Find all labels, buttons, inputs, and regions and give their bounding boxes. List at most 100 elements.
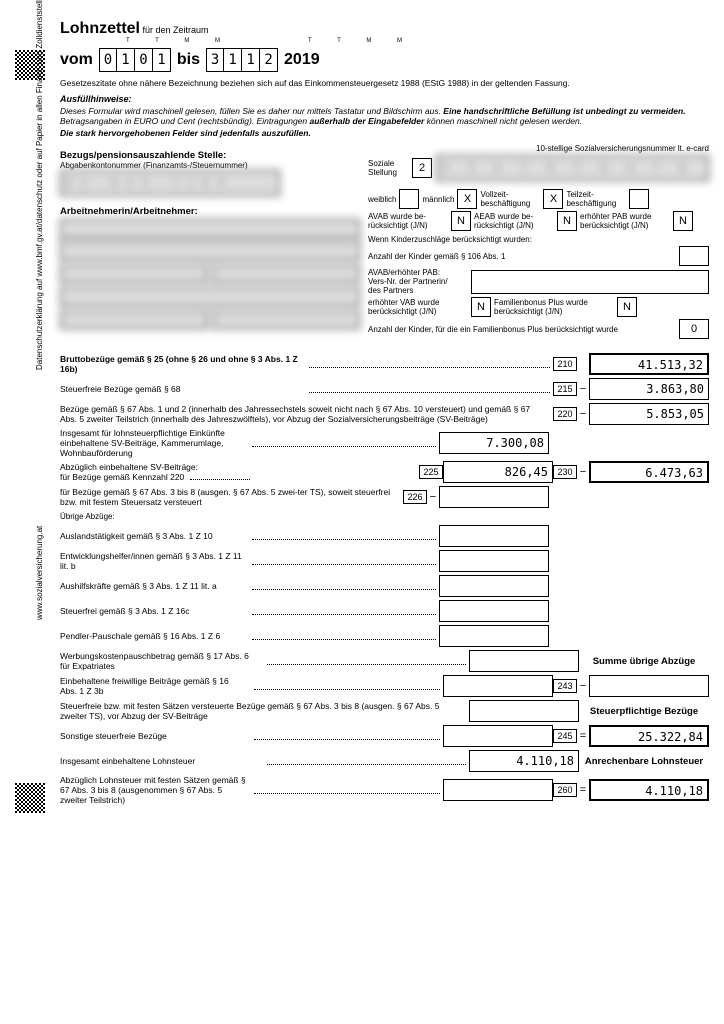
chk-weiblich[interactable] [399, 189, 419, 209]
lbl-260: Abzüglich Lohnsteuer mit festen Sätzen g… [60, 775, 251, 805]
employee-title: Arbeitnehmerin/Arbeitnehmer: [60, 206, 360, 217]
to-d4[interactable]: 2 [260, 48, 278, 72]
code-215: 215 [553, 382, 577, 396]
emp-name[interactable] [60, 219, 360, 239]
chk-avab[interactable]: N [451, 211, 471, 231]
val-215[interactable]: 3.863,80 [589, 378, 709, 400]
row-243: Einbehaltene freiwillige Beiträge gemäß … [60, 675, 709, 697]
mid-260[interactable] [443, 779, 553, 801]
hint-1b: Eine handschriftliche Befüllung ist unbe… [443, 106, 685, 116]
from-d4[interactable]: 1 [153, 48, 171, 72]
fam-kinder-lbl: Anzahl der Kinder, für die ein Familienb… [368, 325, 676, 334]
lbl-aushilf: Aushilfskräfte gemäß § 3 Abs. 1 Z 11 lit… [60, 581, 249, 591]
emp-f2[interactable] [212, 311, 360, 329]
op-230: − [577, 466, 589, 478]
op-220: − [577, 408, 589, 420]
from-d1[interactable]: 0 [99, 48, 117, 72]
val-243[interactable] [589, 675, 709, 697]
val-aushilf[interactable] [439, 575, 549, 597]
hint-1c: Betragsangaben in EURO und Cent (rechtsb… [60, 116, 310, 126]
row-werbung: Werbungskostenpauschbetrag gemäß § 17 Ab… [60, 650, 709, 672]
val-pendler[interactable] [439, 625, 549, 647]
code-260: 260 [553, 783, 577, 797]
lbl-245: Sonstige steuerfreie Bezüge [60, 731, 251, 741]
kinder-title: Wenn Kinderzuschläge berücksichtigt wurd… [368, 235, 709, 244]
hints-title: Ausfüllhinweise: [60, 94, 709, 104]
emp-addr2[interactable] [60, 287, 360, 307]
mid-243[interactable] [443, 675, 553, 697]
chk-pab[interactable]: N [673, 211, 693, 231]
row-245: Sonstige steuerfreie Bezüge 245 = 25.322… [60, 725, 709, 747]
fam-kinder[interactable]: 0 [679, 319, 709, 339]
from-d2[interactable]: 1 [117, 48, 135, 72]
to-d2[interactable]: 1 [224, 48, 242, 72]
emp-plz[interactable] [60, 265, 208, 283]
chk-teil[interactable] [629, 189, 649, 209]
lbl-avab: AVAB wurde be-rücksichtigt (J/N) [368, 212, 448, 230]
mid-226[interactable] [439, 486, 549, 508]
val-entw[interactable] [439, 550, 549, 572]
lbl-ausland: Auslandstätigkeit gemäß § 3 Abs. 1 Z 10 [60, 531, 249, 541]
val-sf16c[interactable] [439, 600, 549, 622]
code-210: 210 [553, 357, 577, 371]
row-215: Steuerfreie Bezüge gemäß § 68 215 − 3.86… [60, 378, 709, 400]
val-245[interactable]: 25.322,84 [589, 725, 709, 747]
row-insg-sv: Insgesamt für lohnsteuerpflichtige Einkü… [60, 428, 709, 458]
val-260[interactable]: 4.110,18 [589, 779, 709, 801]
val-220[interactable]: 5.853,05 [589, 403, 709, 425]
chk-voll[interactable]: X [543, 189, 563, 209]
tmm-from: T T M M [120, 38, 232, 44]
chk-vab[interactable]: N [471, 297, 491, 317]
to-date[interactable]: 3 1 1 2 [206, 48, 278, 72]
chk-maennlich[interactable]: X [457, 189, 477, 209]
row-sf16c: Steuerfrei gemäß § 3 Abs. 1 Z 16c [60, 600, 709, 622]
from-date[interactable]: 0 1 0 1 [99, 48, 171, 72]
svnr-label: 10-stellige Sozialversicherungsnummer lt… [368, 144, 709, 153]
val-230[interactable]: 6.473,63 [589, 461, 709, 483]
soz-label: Soziale Stellung [368, 159, 408, 177]
chk-fam[interactable]: N [617, 297, 637, 317]
partner-svnr[interactable] [471, 270, 709, 294]
lbl-maennlich: männlich [422, 195, 454, 204]
code-243: 243 [553, 679, 577, 693]
to-d1[interactable]: 3 [206, 48, 224, 72]
row-220: Bezüge gemäß § 67 Abs. 1 und 2 (innerhal… [60, 403, 709, 425]
lbl-sf16c: Steuerfrei gemäß § 3 Abs. 1 Z 16c [60, 606, 249, 616]
val-ausland[interactable] [439, 525, 549, 547]
lbl-insg-sv: Insgesamt für lohnsteuerpflichtige Einkü… [60, 428, 249, 458]
lbl-abz-sv: Abzüglich einbehaltene SV-Beiträge: [60, 462, 198, 472]
kinder-anzahl[interactable] [679, 246, 709, 266]
header: Lohnzettel für den Zeitraum T T M M T T … [60, 20, 709, 88]
row-brutto: Bruttobezüge gemäß § 25 (ohne § 26 und o… [60, 353, 709, 375]
mid-lohnsteuer[interactable]: 4.110,18 [469, 750, 579, 772]
to-d3[interactable]: 1 [242, 48, 260, 72]
hint-2: Die stark hervorgehobenen Felder sind je… [60, 128, 709, 138]
side-text-url: www.sozialversicherung.at [35, 526, 44, 620]
chk-aeab[interactable]: N [557, 211, 577, 231]
soz-stellung[interactable]: 2 [412, 158, 432, 178]
mid-245[interactable] [443, 725, 553, 747]
row-ausland: Auslandstätigkeit gemäß § 3 Abs. 1 Z 10 [60, 525, 709, 547]
tax-number[interactable]: 03 045 1184 [60, 170, 280, 196]
mid-insg-sv[interactable]: 7.300,08 [439, 432, 549, 454]
emp-ort[interactable] [212, 265, 360, 283]
row-230: Abzüglich einbehaltene SV-Beiträge:für B… [60, 461, 709, 483]
lbl-vab: erhöhter VAB wurde berücksichtigt (J/N) [368, 298, 468, 316]
lbl-abz-sv-sub: für Bezüge gemäß Kennzahl 220 [60, 472, 184, 482]
lbl-weiblich: weiblich [368, 195, 396, 204]
hints: Ausfüllhinweise: Dieses Formular wird ma… [60, 94, 709, 138]
mid-225[interactable]: 826,45 [443, 461, 553, 483]
code-226: 226 [403, 490, 427, 504]
val-sf67[interactable] [469, 700, 579, 722]
emp-f1[interactable] [60, 311, 208, 329]
val-werbung[interactable] [469, 650, 579, 672]
lbl-voll: Vollzeit-beschäftigung [480, 190, 540, 208]
brutto-lbl: Bruttobezüge gemäß § 25 (ohne § 26 und o… [60, 354, 298, 374]
from-d3[interactable]: 0 [135, 48, 153, 72]
lbl-pab: erhöhter PAB wurde berücksichtigt (J/N) [580, 212, 670, 230]
subtitle: für den Zeitraum [143, 25, 209, 35]
val-210[interactable]: 41.513,32 [589, 353, 709, 375]
emp-addr1[interactable] [60, 241, 360, 261]
svnr[interactable]: 4 3 4 7 0 7 0 4 7 6 [436, 155, 709, 181]
row-226: für Bezüge gemäß § 67 Abs. 3 bis 8 (ausg… [60, 486, 709, 508]
